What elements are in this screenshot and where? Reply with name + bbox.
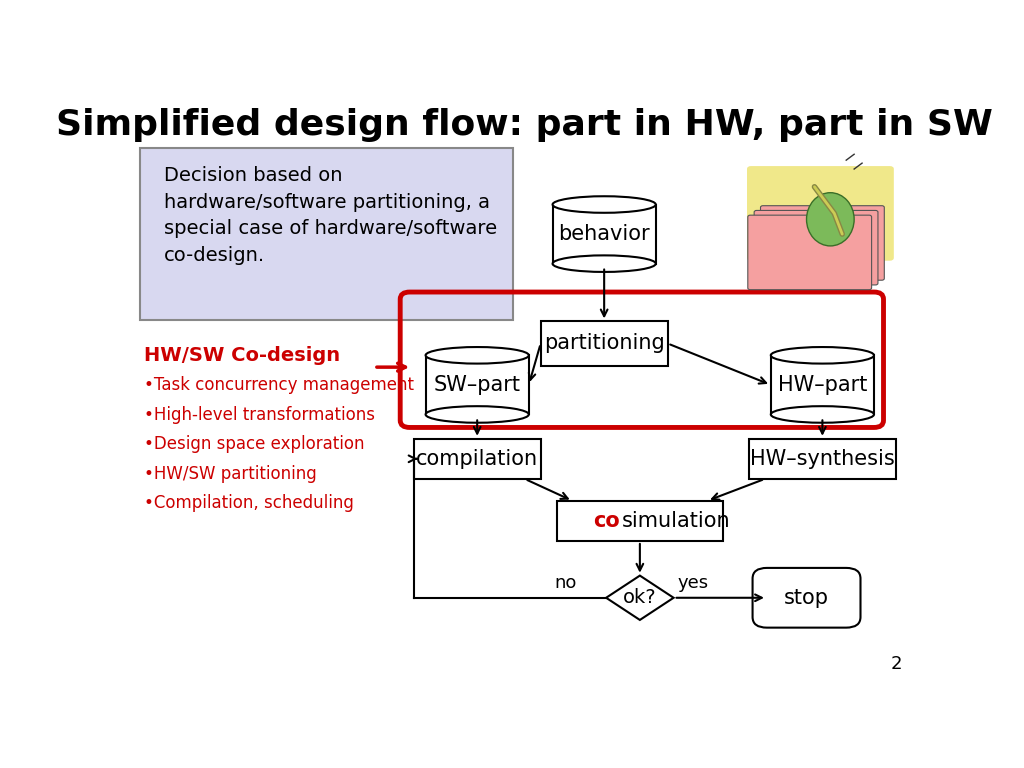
Bar	[771, 356, 874, 415]
Text: •Compilation, scheduling: •Compilation, scheduling	[143, 495, 353, 512]
Text: SW–part: SW–part	[434, 375, 520, 395]
FancyBboxPatch shape	[557, 501, 723, 541]
Text: Decision based on
hardware/software partitioning, a
special case of hardware/sof: Decision based on hardware/software part…	[164, 166, 497, 265]
Text: •Design space exploration: •Design space exploration	[143, 435, 365, 453]
Text: yes: yes	[678, 574, 709, 592]
Text: co: co	[593, 511, 620, 531]
FancyBboxPatch shape	[749, 439, 896, 479]
Bar	[553, 204, 655, 263]
FancyBboxPatch shape	[748, 166, 894, 260]
Text: •Task concurrency management: •Task concurrency management	[143, 376, 414, 394]
Text: no: no	[555, 574, 577, 592]
Text: HW–part: HW–part	[777, 375, 867, 395]
FancyBboxPatch shape	[414, 439, 541, 479]
FancyBboxPatch shape	[748, 215, 871, 290]
Bar	[426, 356, 528, 415]
Text: •HW/SW partitioning: •HW/SW partitioning	[143, 465, 316, 483]
Ellipse shape	[771, 406, 873, 422]
Text: partitioning: partitioning	[544, 333, 665, 353]
Text: 2: 2	[890, 655, 902, 673]
Ellipse shape	[426, 347, 528, 363]
Text: Simplified design flow: part in HW, part in SW: Simplified design flow: part in HW, part…	[56, 108, 993, 141]
FancyBboxPatch shape	[754, 210, 878, 285]
Text: HW/SW Co-design: HW/SW Co-design	[143, 346, 340, 366]
Ellipse shape	[807, 193, 854, 246]
Ellipse shape	[426, 406, 528, 422]
Text: •High-level transformations: •High-level transformations	[143, 406, 375, 424]
Text: simulation: simulation	[622, 511, 730, 531]
Text: HW–synthesis: HW–synthesis	[750, 449, 895, 468]
Text: compilation: compilation	[416, 449, 539, 468]
Ellipse shape	[553, 256, 655, 272]
FancyBboxPatch shape	[761, 206, 885, 280]
Ellipse shape	[553, 197, 655, 213]
Text: ok?: ok?	[623, 588, 656, 607]
FancyBboxPatch shape	[753, 568, 860, 627]
FancyBboxPatch shape	[140, 148, 513, 319]
FancyBboxPatch shape	[541, 321, 668, 366]
Text: stop: stop	[784, 588, 829, 607]
Text: behavior: behavior	[558, 224, 650, 244]
Polygon shape	[606, 575, 674, 620]
Ellipse shape	[771, 347, 873, 363]
